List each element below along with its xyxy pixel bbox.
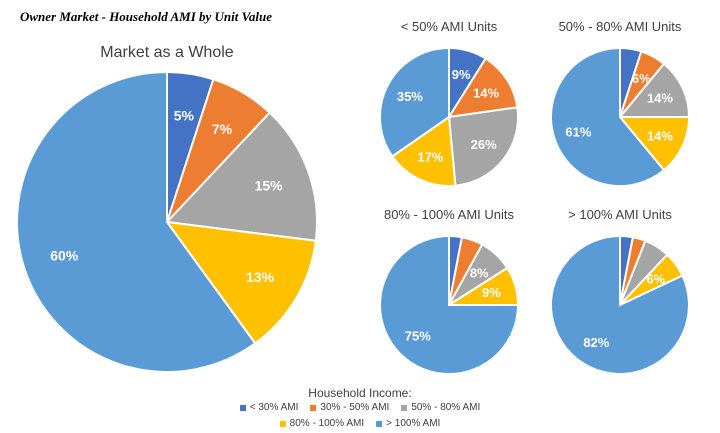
slice-label: 14% (473, 85, 499, 100)
slice-label: 9% (452, 67, 471, 82)
pie-slice (164, 111, 318, 242)
pie-slice (390, 115, 457, 187)
pie-slice (164, 220, 317, 345)
pie-slice (550, 46, 666, 187)
chart-title: 50% - 80% AMI Units (559, 19, 682, 34)
legend-swatch (310, 404, 317, 411)
pie-chart-5: > 100% AMI Units 6% 82% (550, 207, 690, 375)
legend-swatch (279, 420, 286, 427)
slice-label: 6% (646, 272, 665, 287)
pie-slice (617, 62, 691, 118)
legend-row: 80% - 100% AMI > 100% AMI (0, 418, 720, 429)
chart-title: < 50% AMI Units (401, 19, 498, 34)
legend-label: 80% - 100% AMI (289, 418, 365, 429)
slice-label: 26% (471, 137, 497, 152)
slice-label: 8% (470, 265, 489, 280)
slice-label: 14% (647, 91, 673, 106)
slice-label: 60% (50, 247, 79, 263)
pie-slice (447, 57, 519, 119)
slice-label: 5% (174, 107, 195, 123)
pie-slice (447, 106, 519, 187)
slice-label: 61% (565, 124, 591, 139)
slice-label: 6% (632, 71, 651, 86)
slice-label: 82% (583, 335, 609, 350)
legend-item-lt30: < 30% AMI (239, 402, 299, 413)
legend-row: < 30% AMI 30% - 50% AMI 50% - 80% AMI (0, 402, 720, 413)
chart-title: > 100% AMI Units (568, 207, 672, 222)
legend-label: 50% - 80% AMI (411, 402, 481, 413)
legend-swatch (376, 420, 383, 427)
legend-label: 30% - 50% AMI (320, 402, 390, 413)
pie-slice (16, 70, 257, 373)
pie-chart-1: Market as a Whole 5% 7% 15% 13% 60% (16, 44, 318, 373)
pie-slice (550, 234, 690, 375)
pie-slice (379, 46, 450, 158)
chart-title: Market as a Whole (100, 44, 233, 61)
legend-item-30-50: 30% - 50% AMI (310, 402, 389, 413)
legend-label: < 30% AMI (249, 402, 299, 413)
legend-title: Household Income: (308, 386, 412, 400)
pie-charts: Market as a Whole 5% 7% 15% 13% 60% < 50% AMI … (16, 19, 691, 375)
report-header: Owner Market - Household AMI by Unit Val… (20, 9, 272, 24)
pie-slice (379, 234, 520, 375)
slice-label: 9% (482, 285, 501, 300)
slice-label: 13% (246, 269, 275, 285)
chart-title: 80% - 100% AMI Units (384, 207, 515, 222)
slice-label: 35% (397, 89, 423, 104)
pie-slice (617, 116, 691, 172)
slice-label: 7% (212, 121, 233, 137)
pie-chart-4: 80% - 100% AMI Units 8% 9% 75% (379, 207, 520, 375)
legend-item-80-100: 80% - 100% AMI (279, 418, 365, 429)
legend-swatch (401, 404, 408, 411)
slice-label: 17% (417, 150, 443, 165)
legend-swatch (239, 404, 246, 411)
pie-chart-3: 50% - 80% AMI Units 6% 14% 14% 61% (550, 19, 691, 187)
pie-chart-2: < 50% AMI Units 9%14% 26% 17% 35% (379, 19, 519, 187)
legend-item-50-80: 50% - 80% AMI (401, 402, 480, 413)
legend-label: > 100% AMI (386, 418, 441, 429)
slice-label: 15% (255, 177, 284, 193)
legend-item-gt100: > 100% AMI (376, 418, 440, 429)
slice-label: 75% (405, 329, 431, 344)
slice-label: 14% (647, 128, 673, 143)
